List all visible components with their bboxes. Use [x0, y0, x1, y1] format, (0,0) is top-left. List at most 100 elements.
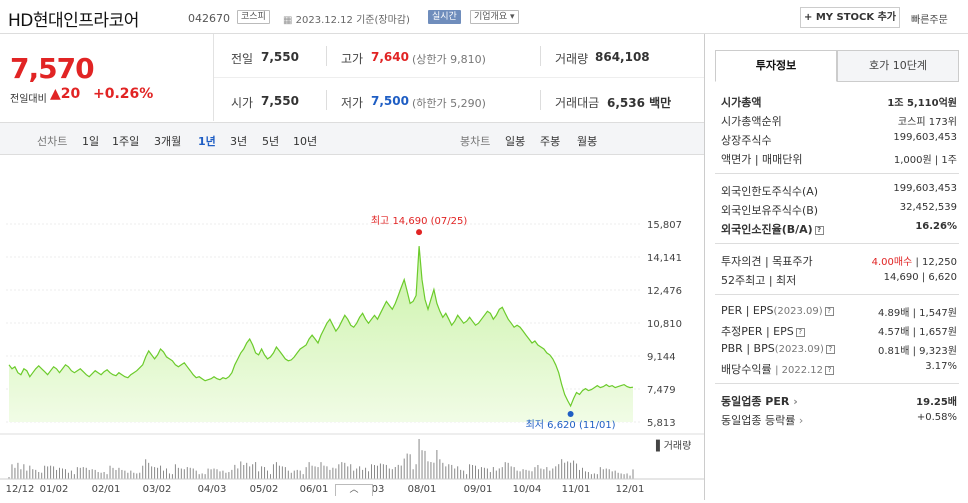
divider	[326, 46, 327, 66]
divider	[715, 173, 959, 174]
candle-weekly[interactable]: 주봉	[540, 135, 561, 148]
tab-invest-info[interactable]: 투자정보	[715, 50, 837, 82]
y-tick-label: 5,813	[647, 418, 676, 429]
low-value: 7,500	[371, 94, 409, 108]
info-row-foreign-ratio: 외국인소진율(B/A)? 16.26%	[721, 221, 957, 236]
price-panel: 7,570 전일대비 ▲20 +0.26% 전일 7,550 고가 7,640 …	[0, 34, 705, 500]
invest-info-panel: 투자정보 호가 10단계 시가총액 1조 5,110억원 시가총액순위 코스피 17…	[704, 34, 968, 500]
candle-chart-label: 봉차트	[460, 135, 491, 148]
info-row-foreign-limit: 외국인한도주식수(A) 199,603,453	[721, 183, 957, 198]
x-tick-label: 03/02	[143, 484, 172, 495]
period-1w[interactable]: 1주일	[112, 135, 140, 148]
help-icon[interactable]: ?	[795, 327, 805, 337]
y-tick-label: 12,476	[647, 286, 682, 297]
calendar-icon: ▦	[283, 15, 296, 26]
open-label: 시가	[231, 96, 254, 110]
chevron-down-icon: ▾	[507, 12, 515, 22]
x-tick-label: 02/01	[92, 484, 121, 495]
open-value: 7,550	[261, 94, 299, 108]
amount-value: 6,536 백만	[607, 96, 672, 110]
period-1y[interactable]: 1년	[198, 135, 216, 148]
tab-hoga-10[interactable]: 호가 10단계	[837, 50, 959, 82]
x-tick-label: 05/02	[250, 484, 279, 495]
prev-close-label: 전일	[231, 52, 254, 66]
low-annotation: 최저 6,620 (11/01)	[526, 419, 616, 431]
x-tick-label: 01/02	[40, 484, 69, 495]
divider	[715, 243, 959, 244]
upper-limit: (상한가 9,810)	[412, 53, 486, 66]
prev-close-value: 7,550	[261, 50, 299, 64]
help-icon[interactable]: ?	[825, 344, 835, 354]
collapse-toggle-button[interactable]: ︿	[335, 484, 373, 496]
info-row-par: 액면가 | 매매단위 1,000원 | 1주	[721, 153, 957, 166]
quick-order-button[interactable]: 빠른주문	[911, 15, 948, 26]
y-tick-label: 7,479	[647, 385, 676, 396]
high-value: 7,640	[371, 50, 409, 64]
help-icon[interactable]: ?	[825, 365, 835, 375]
chart-toolbar: 선차트 1일 1주일 3개월 1년 3년 5년 10년 봉차트 일봉 주봉 월봉	[0, 122, 704, 155]
stock-header: HD현대인프라코어 042670 코스피 ▦ 2023.12.12 기준(장마감…	[0, 0, 968, 34]
market-badge: 코스피	[237, 10, 270, 24]
divider	[715, 294, 959, 295]
candle-monthly[interactable]: 월봉	[577, 135, 598, 148]
x-tick-label: 12/12	[6, 484, 35, 495]
info-row-shares: 상장주식수 199,603,453	[721, 132, 957, 147]
stock-code: 042670	[188, 12, 230, 25]
line-chart-label: 선차트	[37, 135, 68, 148]
period-1d[interactable]: 1일	[82, 135, 100, 148]
low-marker	[567, 411, 574, 418]
divider	[540, 90, 541, 110]
period-5y[interactable]: 5년	[262, 135, 280, 148]
info-row-foreign-hold: 외국인보유주식수(B) 32,452,539	[721, 202, 957, 217]
period-3m[interactable]: 3개월	[154, 135, 182, 148]
divider	[326, 90, 327, 110]
price-line	[8, 246, 634, 408]
x-tick-label: 12/01	[616, 484, 645, 495]
change-label: 전일대비	[10, 94, 47, 105]
x-tick-label: 10/04	[513, 484, 542, 495]
price-chart: 15,807 14,141 12,476 10,810 9,144 7,479 5,813 최…	[0, 156, 704, 500]
info-row-per: PER | EPS(2023.09)? 4.89배 | 1,547원	[721, 304, 957, 319]
price-change-pct: +0.26%	[93, 86, 154, 102]
volume-label: 거래량	[555, 52, 589, 66]
y-tick-label: 10,810	[647, 319, 682, 330]
x-tick-label: 06/01	[300, 484, 329, 495]
high-marker	[416, 229, 423, 236]
candle-daily[interactable]: 일봉	[505, 135, 526, 148]
help-icon[interactable]: ?	[814, 225, 824, 235]
lower-limit: (하한가 5,290)	[412, 97, 486, 110]
current-price: 7,570	[10, 52, 95, 85]
high-annotation: 최고 14,690 (07/25)	[371, 215, 467, 227]
info-row-market-cap: 시가총액 1조 5,110억원	[721, 96, 957, 109]
y-tick-label: 15,807	[647, 220, 682, 231]
divider	[715, 383, 959, 384]
info-row-sector-rate: 동일업종 등락률 › +0.58%	[721, 412, 957, 427]
y-tick-label: 9,144	[647, 352, 676, 363]
info-row-sector-per: 동일업종 PER › 19.25배	[721, 395, 957, 408]
price-area	[9, 246, 633, 422]
price-chart-svg: 15,807 14,141 12,476 10,810 9,144 7,479 5,813 최…	[0, 215, 704, 495]
volume-value: 864,108	[595, 50, 650, 64]
high-label: 고가	[341, 52, 364, 66]
info-row-opinion: 투자의견 | 목표주가 4.00매수 | 12,250	[721, 255, 957, 268]
company-overview-button[interactable]: 기업개요 ▾	[470, 10, 519, 24]
quote-row-1: 전일 7,550 고가 7,640 (상한가 9,810) 거래량 864,10…	[214, 34, 705, 77]
quote-summary: 전일 7,550 고가 7,640 (상한가 9,810) 거래량 864,10…	[213, 34, 705, 121]
info-row-pbr: PBR | BPS(2023.09)? 0.81배 | 9,323원	[721, 342, 957, 357]
period-3y[interactable]: 3년	[230, 135, 248, 148]
realtime-button[interactable]: 실시간	[428, 10, 461, 24]
y-tick-label: 14,141	[647, 253, 682, 264]
add-mystock-button[interactable]: + MY STOCK 추가	[800, 7, 900, 28]
period-10y[interactable]: 10년	[293, 135, 318, 148]
divider	[540, 46, 541, 66]
info-row-52w-range: 52주최고 | 최저 14,690 | 6,620	[721, 272, 957, 287]
base-date: ▦ 2023.12.12 기준(장마감)	[283, 15, 410, 26]
low-label: 저가	[341, 96, 364, 110]
volume-legend: ▌거래량	[655, 439, 691, 452]
chevron-right-icon: ›	[789, 395, 798, 408]
info-row-dividend: 배당수익률 | 2022.12? 3.17%	[721, 361, 957, 376]
amount-label: 거래대금	[555, 96, 600, 110]
x-tick-label: 09/01	[464, 484, 493, 495]
help-icon[interactable]: ?	[824, 306, 834, 316]
info-row-rank: 시가총액순위 코스피 173위	[721, 115, 957, 128]
